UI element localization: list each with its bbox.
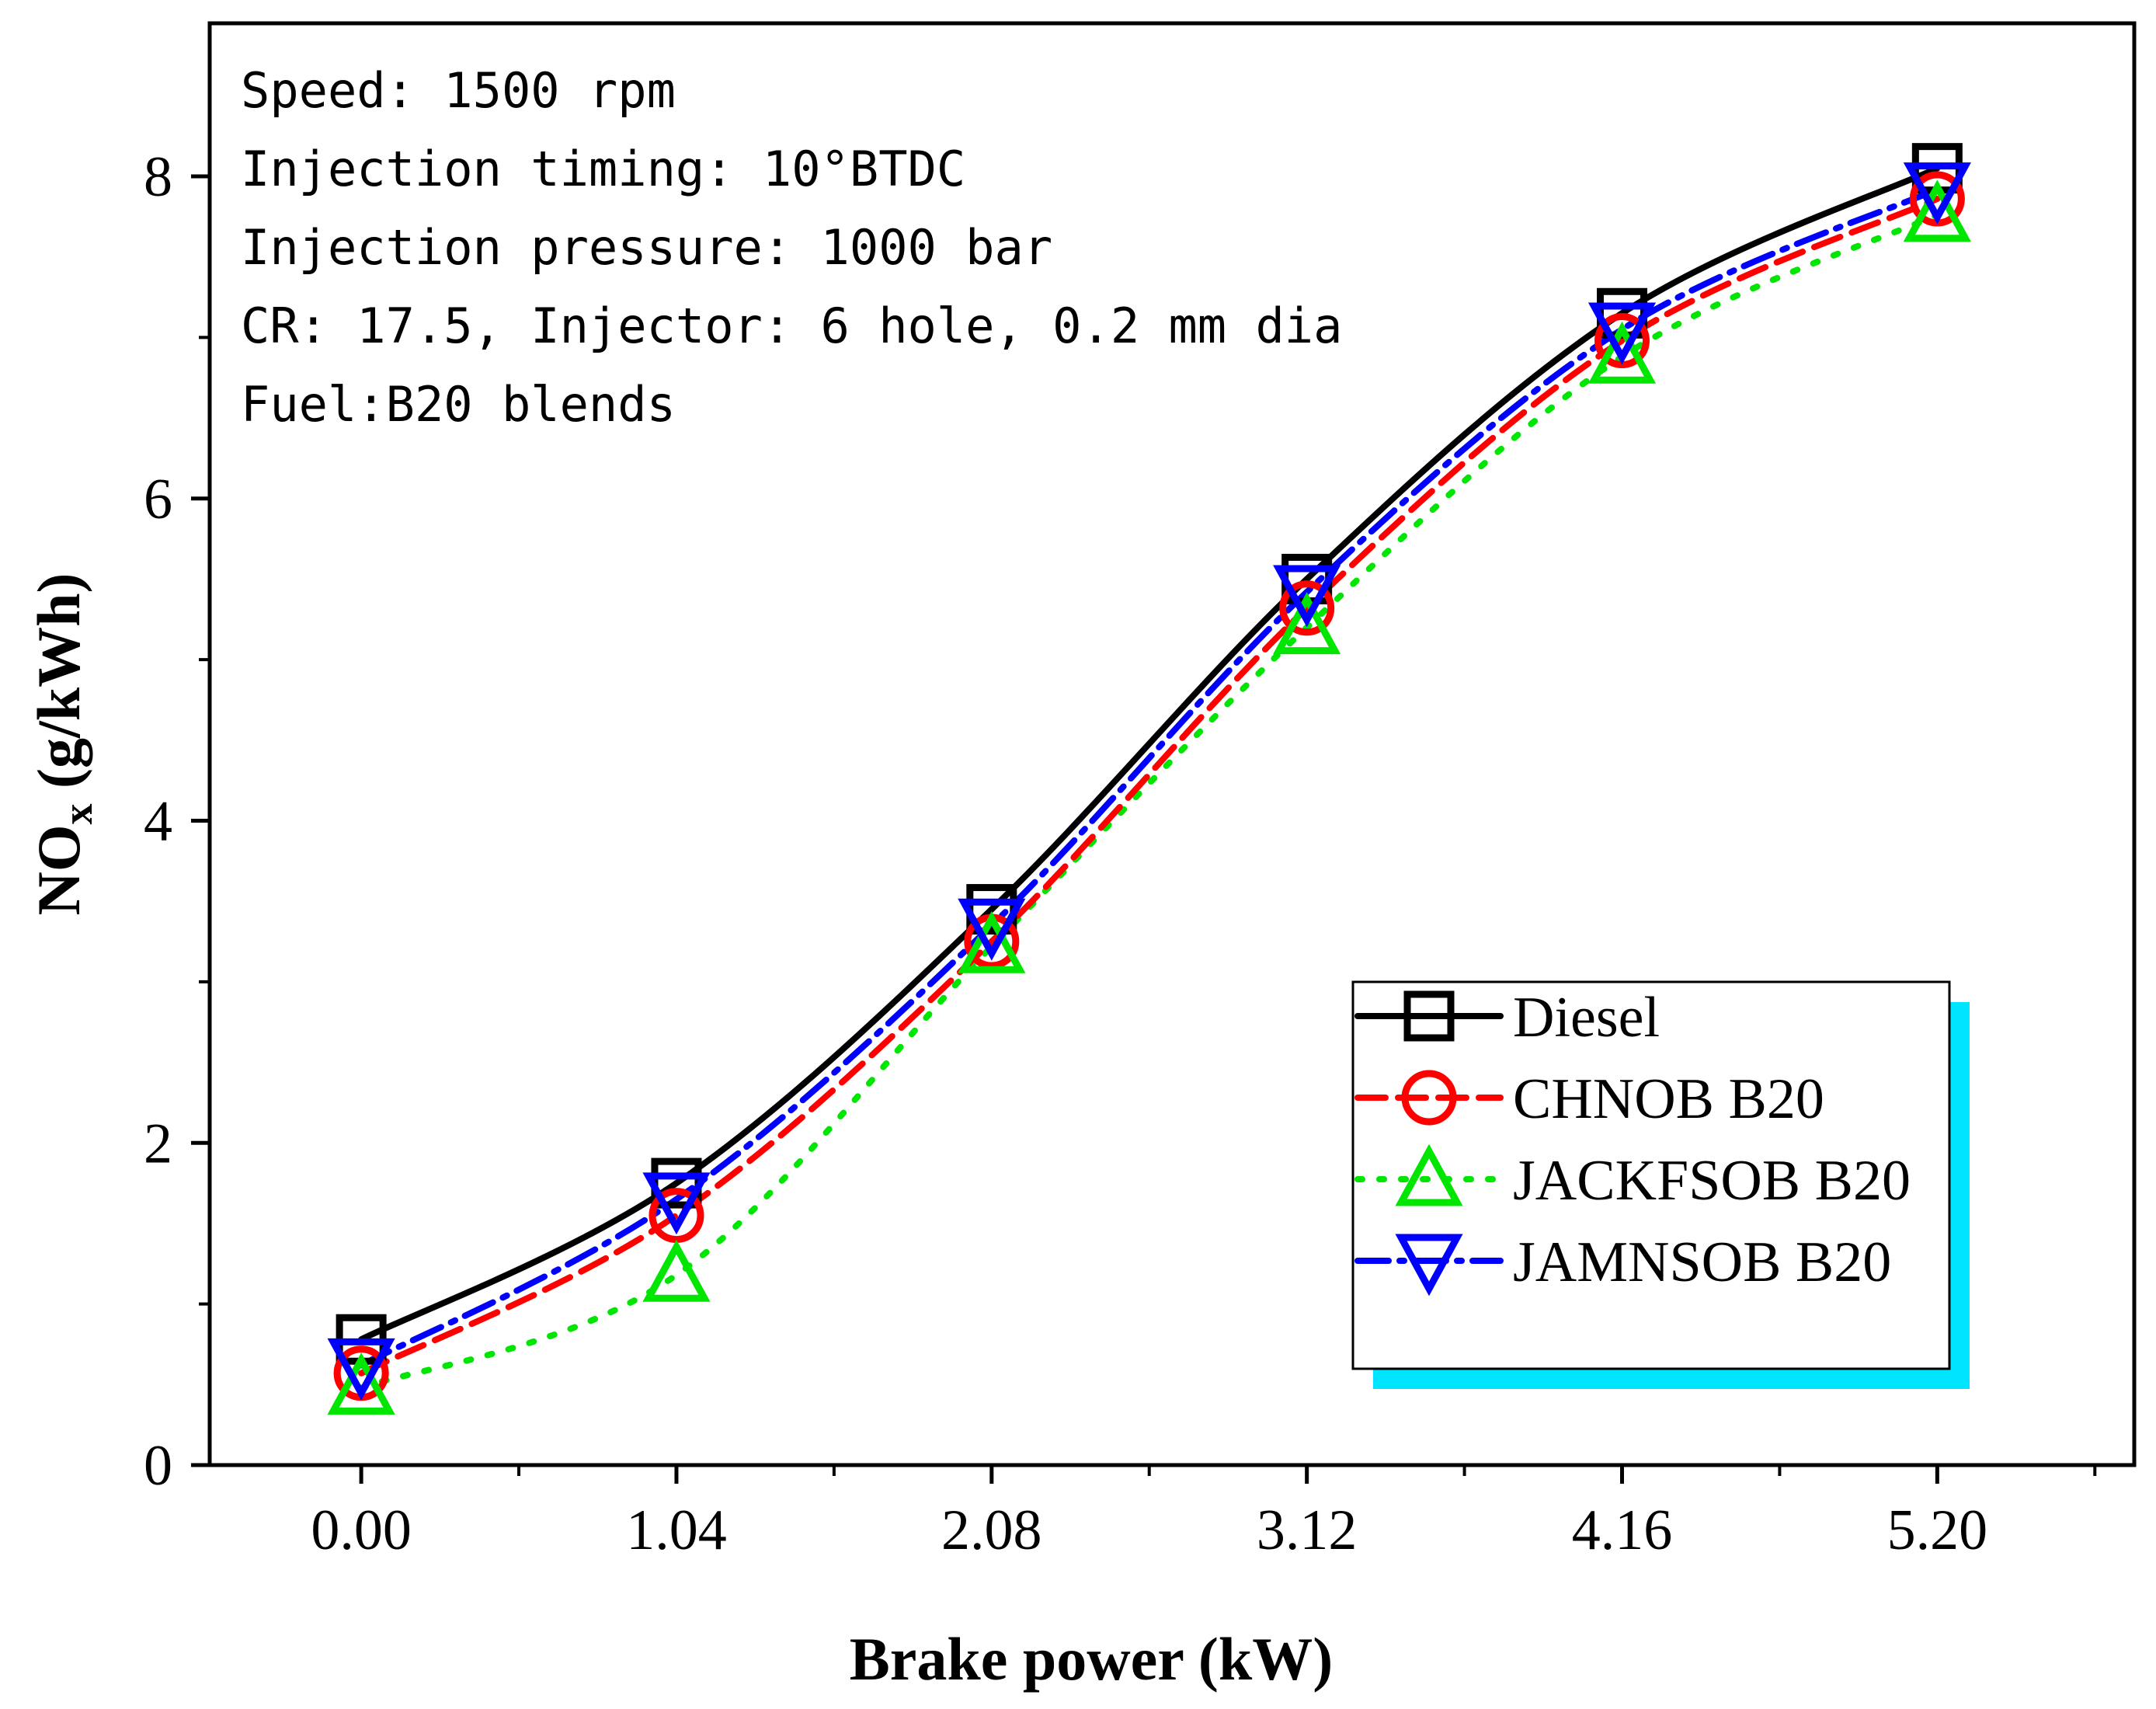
data-point — [1903, 162, 1971, 225]
legend: Diesel CHNOB B20 JACKFSOB B20 JAMNSOB B20 — [1351, 980, 1970, 1389]
data-point — [1587, 321, 1657, 384]
data-point — [327, 1338, 395, 1401]
data-point — [642, 1172, 711, 1235]
legend-label: JAMNSOB B20 — [1513, 1230, 1891, 1294]
legend-label: JACKFSOB B20 — [1513, 1149, 1911, 1213]
data-point — [642, 1239, 711, 1302]
series-line — [358, 196, 1941, 1377]
x-tick-label: 3.12 — [1257, 1498, 1358, 1562]
data-point — [1594, 313, 1650, 369]
y-tick-label: 6 — [144, 468, 172, 531]
annotation-line: CR: 17.5, Injector: 6 hole, 0.2 mm dia — [241, 298, 1342, 354]
data-point — [649, 1188, 704, 1244]
legend-marker — [1403, 990, 1455, 1042]
plot-frame — [207, 21, 2137, 1467]
y-axis-title-unit: (g/kWh) — [25, 573, 92, 804]
y-tick-label: 8 — [144, 145, 172, 209]
series-line — [358, 165, 1941, 1343]
data-point — [1279, 580, 1335, 636]
y-tick-label: 4 — [144, 790, 172, 854]
x-tick-label: 2.08 — [941, 1498, 1042, 1562]
legend-label: Diesel — [1513, 986, 1660, 1049]
annotation-line: Injection pressure: 1000 bar — [241, 219, 1052, 276]
y-tick-label: 0 — [144, 1434, 172, 1498]
annotation-line: Fuel:B20 blends — [241, 376, 676, 433]
data-point — [1273, 592, 1341, 655]
data-point — [1273, 565, 1341, 628]
x-tick-label: 5.20 — [1887, 1498, 1988, 1562]
data-point — [1587, 302, 1657, 365]
y-axis-title-sub: x — [54, 803, 101, 824]
data-point — [958, 898, 1026, 961]
series-markers — [327, 143, 1971, 1415]
data-point — [958, 910, 1026, 973]
legend-marker — [1401, 1070, 1457, 1126]
data-point — [1903, 179, 1971, 242]
y-axis: 0 2 4 6 8 — [144, 145, 210, 1498]
annotation-line: Speed: 1500 rpm — [241, 62, 676, 119]
x-tick-label: 0.00 — [311, 1498, 412, 1562]
x-axis-title: Brake power (kW) — [850, 1625, 1334, 1693]
x-axis: 0.00 1.04 2.08 3.12 4.16 5.20 — [311, 1465, 2097, 1562]
y-axis-title-main: NO — [25, 824, 92, 915]
x-tick-label: 4.16 — [1572, 1498, 1673, 1562]
legend-label: CHNOB B20 — [1513, 1067, 1824, 1131]
legend-marker — [1395, 1143, 1463, 1206]
annotation-line: Injection timing: 10°BTDC — [241, 141, 965, 197]
y-tick-label: 2 — [144, 1112, 172, 1175]
legend-marker — [1395, 1234, 1463, 1297]
legend-box — [1351, 980, 1951, 1370]
annotations: Speed: 1500 rpm Injection timing: 10°BTD… — [241, 62, 1342, 433]
x-tick-label: 1.04 — [626, 1498, 727, 1562]
data-point — [327, 1352, 395, 1415]
y-axis-title: NOx (g/kWh) — [25, 573, 101, 916]
